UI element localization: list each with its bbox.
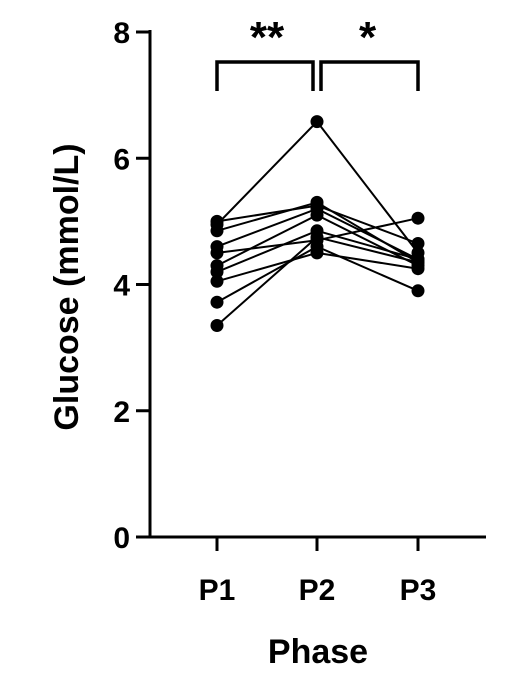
y-tick-label-6: 6 xyxy=(113,143,130,176)
point-s10-P3 xyxy=(411,255,425,269)
point-s5-P3 xyxy=(411,211,425,225)
point-s10-P1 xyxy=(210,319,224,332)
x-tick-label-P3: P3 xyxy=(400,574,437,607)
point-s9-P2 xyxy=(310,240,324,254)
point-s5-P1 xyxy=(210,246,224,260)
point-s2-P3 xyxy=(411,237,425,250)
point-s3-P1 xyxy=(210,224,224,238)
x-axis-title: Phase xyxy=(268,633,368,671)
axes: 0 2 4 6 8 P1 P2 P3 xyxy=(113,17,486,607)
significance-annotations: ** * xyxy=(215,13,420,91)
y-tick-label-2: 2 xyxy=(113,396,130,429)
point-s8-P1 xyxy=(210,274,224,288)
series-lines xyxy=(216,120,419,327)
significance-label-1: ** xyxy=(250,13,285,62)
significance-label-2: * xyxy=(359,13,377,62)
y-tick-label-4: 4 xyxy=(113,270,130,303)
x-tick-label-P2: P2 xyxy=(299,574,336,607)
point-s9-P1 xyxy=(210,295,224,309)
point-s7-P1 xyxy=(210,265,224,279)
significance-bracket-2 xyxy=(319,60,420,91)
data-points xyxy=(210,115,425,332)
significance-bracket-1 xyxy=(215,60,315,91)
point-s2-P1 xyxy=(210,214,224,228)
x-tick-label-P1: P1 xyxy=(199,574,236,607)
y-tick-label-8: 8 xyxy=(113,17,130,50)
point-s6-P2 xyxy=(310,208,324,222)
y-axis-title: Glucose (mmol/L) xyxy=(48,143,86,430)
y-tick-label-0: 0 xyxy=(113,522,130,555)
point-s1-P2 xyxy=(310,115,324,129)
point-s9-P3 xyxy=(411,284,425,298)
point-s10-P2 xyxy=(310,230,324,244)
